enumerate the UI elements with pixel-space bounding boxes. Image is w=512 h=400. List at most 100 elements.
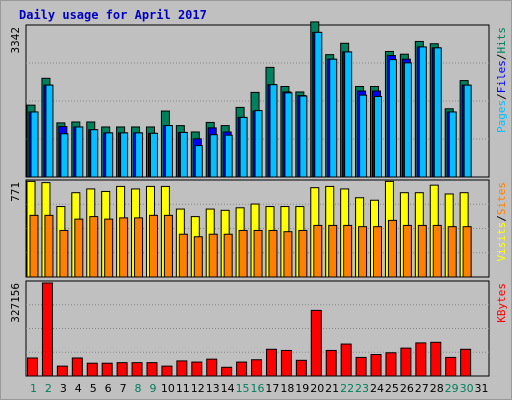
bar-pages (329, 58, 338, 178)
legend-separator: / (495, 93, 508, 100)
x-tick-label: 28 (430, 382, 444, 395)
bar-kbytes (310, 309, 322, 377)
x-tick-label: 20 (310, 382, 324, 395)
bar-kbytes (71, 357, 83, 377)
bar-sites (417, 224, 427, 278)
bar-sites (447, 226, 457, 278)
bar-sites (178, 233, 188, 278)
legend-separator: / (495, 54, 508, 61)
bar-sites (253, 229, 263, 278)
bar-pages (284, 92, 293, 178)
bar-pages (149, 132, 158, 178)
legend-files: Files (495, 60, 508, 93)
bar-kbytes (131, 362, 143, 377)
bar-kbytes (206, 358, 218, 377)
bar-kbytes (265, 348, 277, 377)
bar-sites (89, 216, 99, 278)
bar-sites (134, 217, 144, 278)
bar-sites (373, 226, 383, 278)
bar-kbytes (146, 362, 158, 377)
x-tick-label: 9 (149, 382, 156, 395)
bar-pages (105, 132, 114, 178)
bar-pages (403, 62, 412, 178)
panel-kbytes: 327156 KBytes (9, 280, 508, 377)
bar-pages (344, 51, 353, 178)
x-tick-label: 14 (221, 382, 235, 395)
bar-pages (30, 111, 39, 178)
bar-pages (224, 134, 233, 178)
x-tick-label: 3 (60, 382, 67, 395)
bar-sites (163, 214, 173, 278)
bar-pages (418, 46, 427, 178)
x-axis-labels: 1 2 3 4 5 6 7 8 9 10 11 12 13 14 15 16 17 18 19 20 21 22 23 24 2… (30, 382, 489, 395)
bar-pages (463, 84, 472, 178)
bar-kbytes (176, 360, 188, 377)
bar-sites (44, 214, 54, 278)
bar-pages (433, 47, 442, 178)
legend-hits: Hits (495, 27, 508, 54)
bar-pages (75, 126, 84, 178)
x-tick-label: 2 (45, 382, 52, 395)
bar-sites (74, 218, 84, 278)
bar-sites (238, 229, 248, 278)
x-tick-label: 26 (400, 382, 414, 395)
bar-sites (343, 224, 353, 278)
legend-pages: Pages (495, 100, 508, 133)
legend-visits: Visits (495, 222, 508, 262)
x-tick-label: 11 (176, 382, 190, 395)
bar-pages (120, 132, 129, 178)
chart-title: Daily usage for April 2017 (19, 8, 207, 22)
x-tick-label: 30 (460, 382, 474, 395)
bar-pages (164, 125, 173, 178)
x-tick-label: 24 (370, 382, 384, 395)
bar-kbytes (400, 347, 412, 377)
x-tick-label: 7 (120, 382, 127, 395)
x-tick-label: 16 (251, 382, 265, 395)
bar-kbytes (415, 342, 427, 377)
x-tick-label: 17 (265, 382, 279, 395)
panel-visits-ymax-label: 771 (9, 182, 22, 202)
bar-pages (194, 145, 203, 178)
bar-sites (104, 218, 114, 278)
bar-sites (223, 233, 233, 278)
x-tick-label: 8 (135, 382, 142, 395)
x-tick-label: 12 (191, 382, 205, 395)
bar-sites (462, 226, 472, 278)
panel-kbytes-ymax-label: 327156 (9, 283, 22, 323)
bar-pages (239, 116, 248, 178)
bar-sites (358, 226, 368, 278)
bar-pages (314, 31, 323, 178)
bar-kbytes (385, 352, 397, 377)
x-tick-label: 31 (475, 382, 489, 395)
bar-pages (179, 131, 188, 178)
bar-kbytes (370, 354, 382, 377)
bar-sites (148, 214, 158, 278)
x-tick-label: 1 (30, 382, 37, 395)
panel-visits-legend: Visits/Sites (495, 182, 508, 262)
bar-pages (254, 110, 263, 178)
x-tick-label: 29 (445, 382, 459, 395)
bar-kbytes (295, 359, 307, 377)
bar-pages (60, 133, 69, 178)
bar-sites (29, 214, 39, 278)
x-tick-label: 21 (325, 382, 339, 395)
x-tick-label: 23 (355, 382, 369, 395)
bar-pages (90, 129, 99, 178)
bar-pages (448, 111, 457, 178)
panel-hits-legend: Pages/Files/Hits (495, 27, 508, 133)
x-tick-label: 6 (105, 382, 112, 395)
x-tick-label: 18 (280, 382, 294, 395)
bar-pages (299, 95, 308, 178)
bar-kbytes (340, 343, 352, 377)
bar-kbytes (27, 357, 38, 377)
bar-kbytes (221, 366, 233, 377)
bar-kbytes (116, 362, 128, 377)
bar-kbytes (355, 356, 367, 377)
bar-sites (402, 224, 412, 278)
legend-separator: / (495, 215, 508, 222)
x-tick-label: 5 (90, 382, 97, 395)
bar-sites (283, 231, 293, 278)
bar-kbytes (236, 361, 248, 377)
